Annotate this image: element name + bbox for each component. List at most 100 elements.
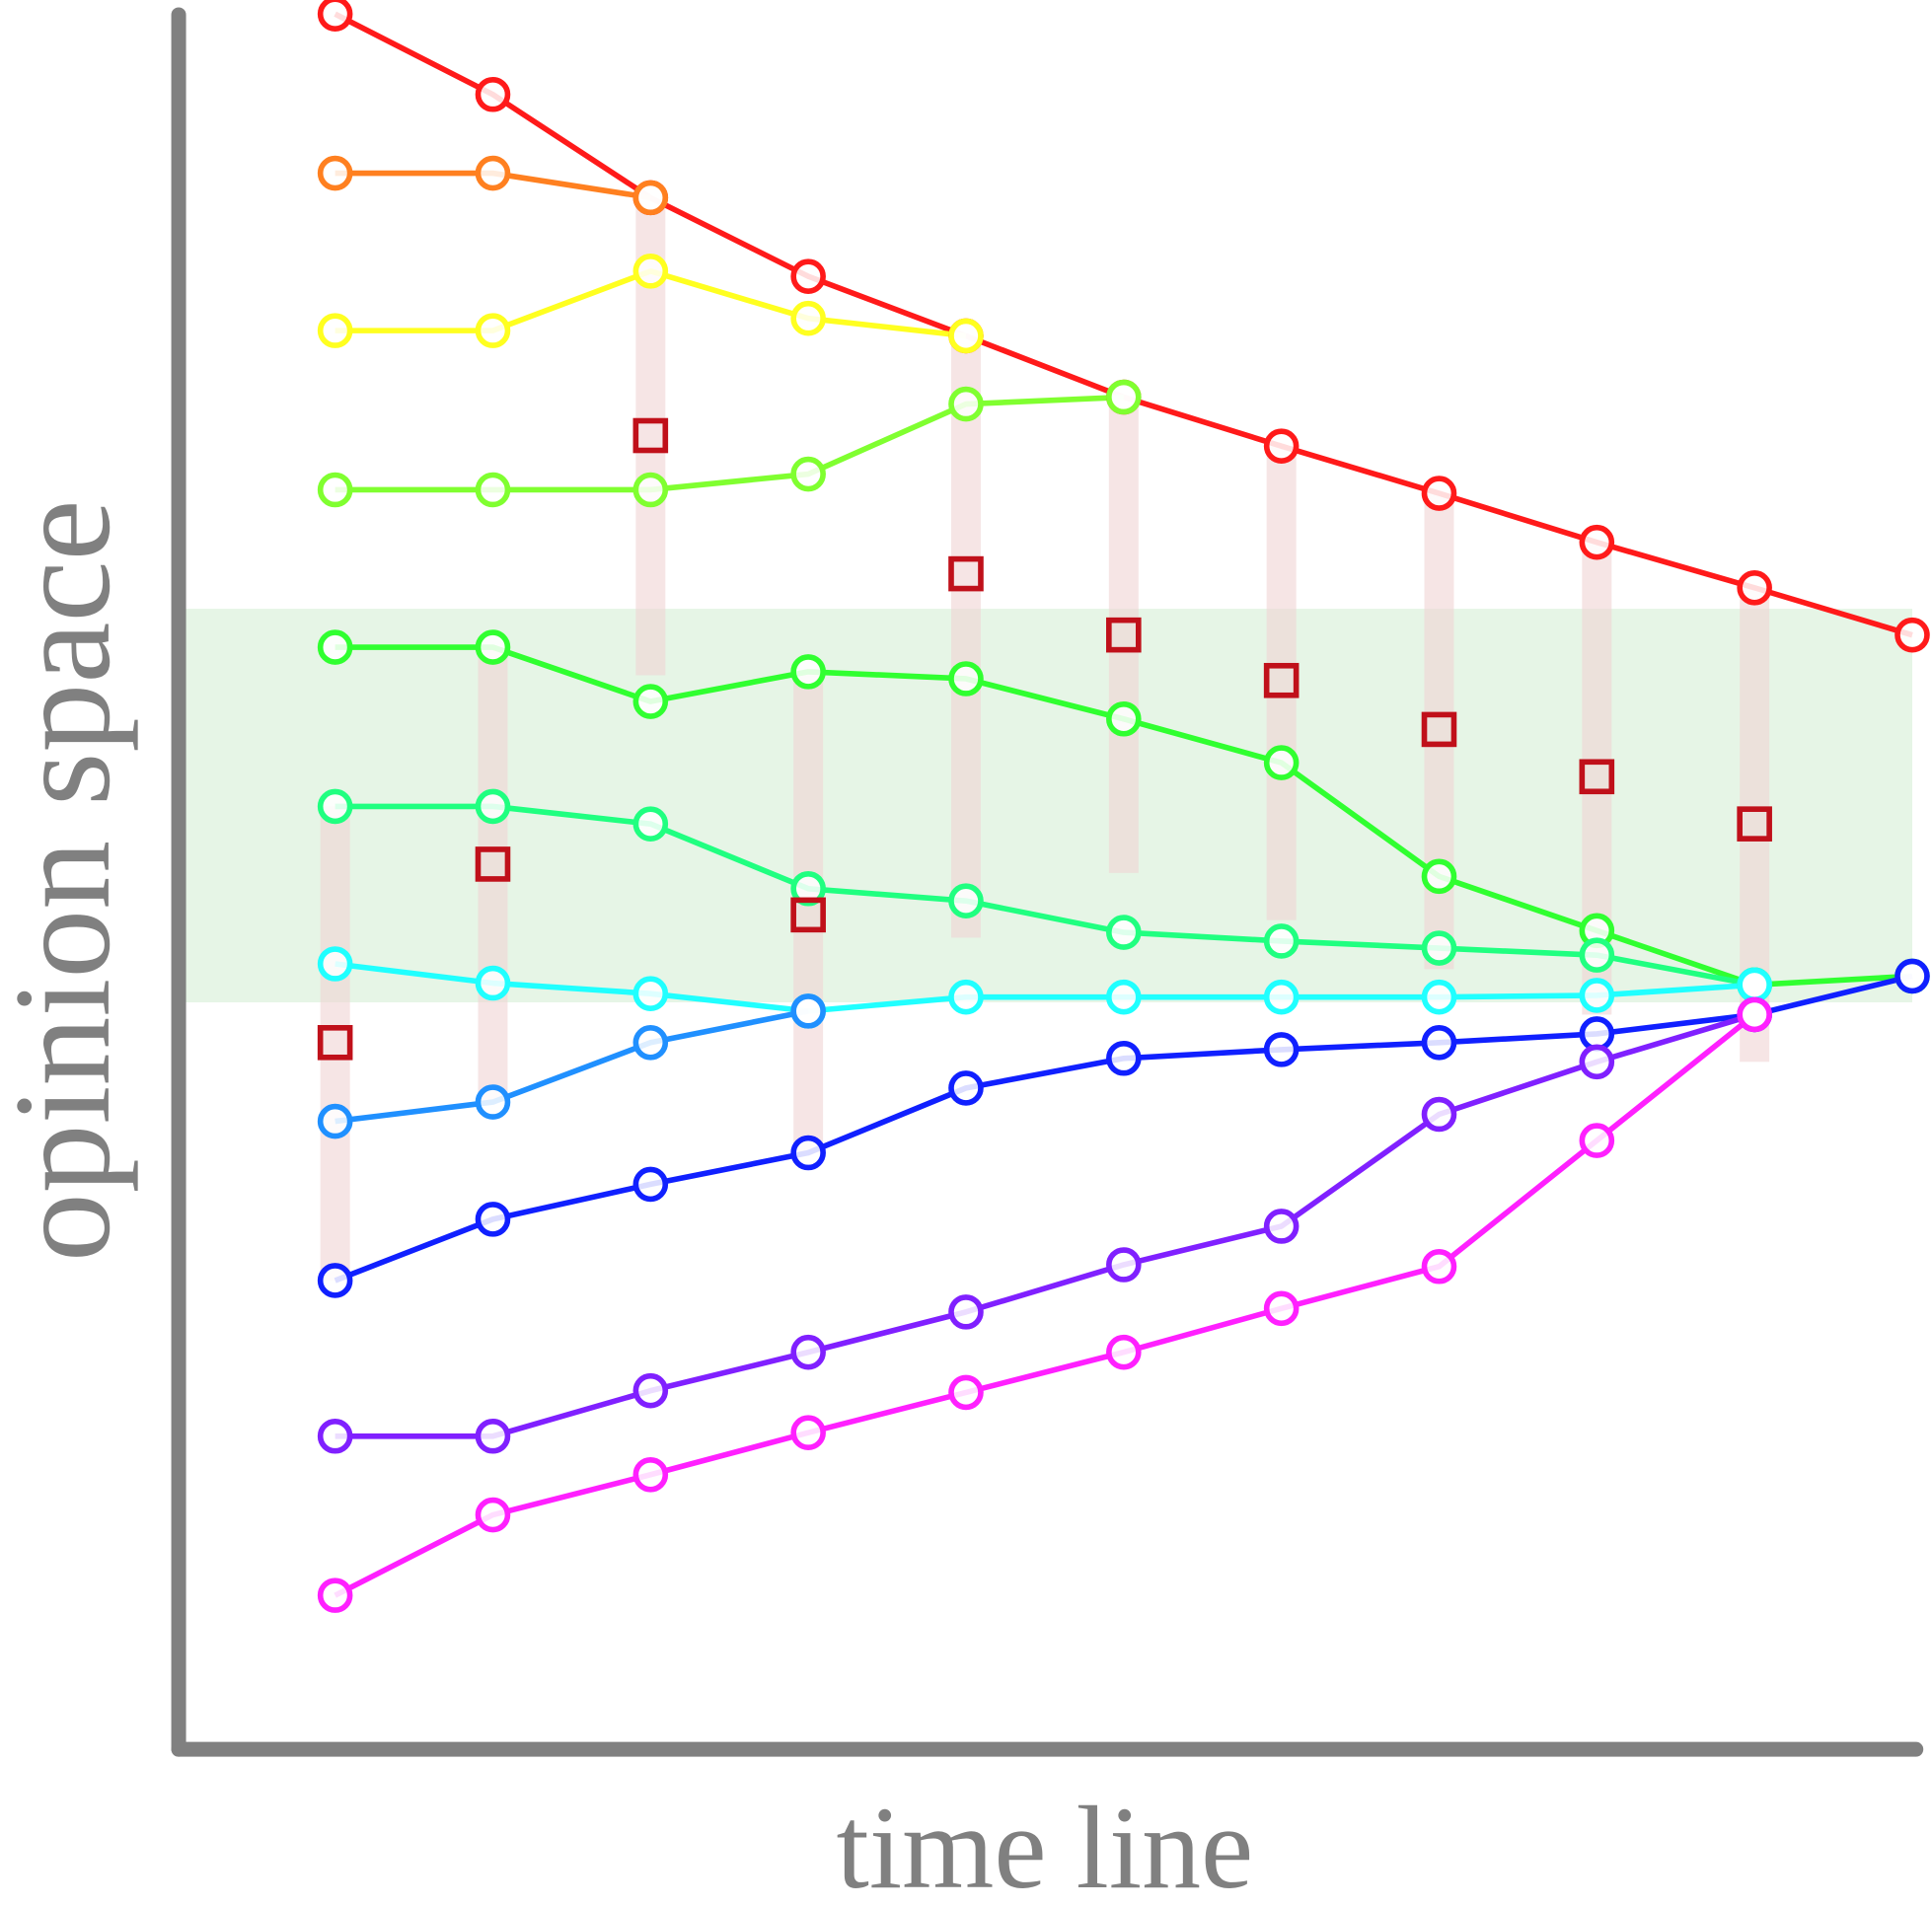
range-bar (320, 806, 350, 1281)
mean-square (317, 1025, 353, 1061)
point (475, 788, 511, 825)
point (317, 1418, 353, 1454)
series-line (334, 961, 1755, 1014)
mean-square (1106, 617, 1142, 653)
point (1579, 978, 1615, 1013)
point (1421, 1248, 1457, 1284)
point (1106, 700, 1142, 737)
point (475, 1084, 511, 1120)
mean-square (1421, 711, 1457, 748)
series-line (334, 1012, 1756, 1598)
point (632, 806, 669, 842)
range-bar (1424, 493, 1454, 970)
point (1263, 428, 1300, 464)
point (475, 76, 511, 112)
point (1263, 923, 1300, 959)
point (1421, 476, 1457, 511)
point (790, 300, 826, 336)
point (790, 1334, 826, 1370)
point (1579, 524, 1615, 560)
point (948, 883, 984, 918)
mean-square (1579, 759, 1615, 795)
point (317, 155, 353, 191)
mean-square (1737, 806, 1772, 842)
point (1263, 1290, 1300, 1327)
point (1106, 1334, 1142, 1370)
point (1106, 1247, 1142, 1283)
point (317, 1103, 353, 1139)
point (317, 0, 353, 32)
point (475, 155, 511, 191)
series-line (334, 1011, 1755, 1439)
mean-square (475, 846, 511, 882)
point (475, 472, 511, 508)
point (475, 1202, 511, 1237)
point (632, 1456, 669, 1493)
point (948, 1374, 984, 1411)
point (948, 661, 984, 697)
point (948, 979, 984, 1015)
point (948, 318, 984, 354)
point (475, 629, 511, 665)
point (1895, 617, 1930, 653)
point (790, 654, 826, 690)
point (1579, 1016, 1615, 1052)
point (948, 1294, 984, 1330)
point (317, 629, 353, 665)
point (1737, 996, 1772, 1033)
point (1106, 979, 1142, 1015)
series-line (334, 1008, 809, 1125)
series-line (334, 803, 1755, 989)
point (1737, 569, 1772, 606)
range-bar (1266, 446, 1297, 920)
x-axis-label: time line (837, 1782, 1254, 1908)
point (1263, 1032, 1300, 1067)
point (632, 684, 669, 719)
mean-square (632, 417, 669, 454)
point (632, 1372, 669, 1409)
mean-square (790, 897, 826, 933)
point (948, 1070, 984, 1106)
point (317, 1578, 353, 1613)
point (790, 993, 826, 1029)
point (790, 456, 826, 492)
point (1421, 858, 1457, 895)
point (1421, 930, 1457, 966)
point (790, 258, 826, 294)
point (1106, 379, 1142, 415)
point (317, 946, 353, 982)
point (475, 313, 511, 348)
range-bar (478, 647, 508, 1103)
y-axis-label: opinion space (0, 499, 139, 1262)
point (317, 472, 353, 508)
point (632, 1025, 669, 1061)
point (317, 313, 353, 348)
point (1263, 1209, 1300, 1244)
point (790, 870, 826, 907)
point (1895, 958, 1930, 994)
point (790, 1415, 826, 1451)
point (317, 1263, 353, 1298)
point (632, 180, 669, 216)
point (1263, 979, 1300, 1015)
range-bar (1108, 397, 1139, 873)
point (475, 1497, 511, 1533)
point (1579, 1123, 1615, 1158)
mean-square (1263, 662, 1300, 698)
point (1421, 1096, 1457, 1133)
point (1263, 745, 1300, 780)
point (1421, 979, 1457, 1015)
point (1106, 1040, 1142, 1076)
point (1421, 1025, 1457, 1061)
mean-square (948, 555, 984, 592)
point (1737, 967, 1772, 1003)
point (632, 254, 669, 289)
point (475, 1418, 511, 1454)
series-line (334, 394, 1124, 493)
point (475, 965, 511, 1001)
point (632, 472, 669, 508)
point (948, 386, 984, 422)
